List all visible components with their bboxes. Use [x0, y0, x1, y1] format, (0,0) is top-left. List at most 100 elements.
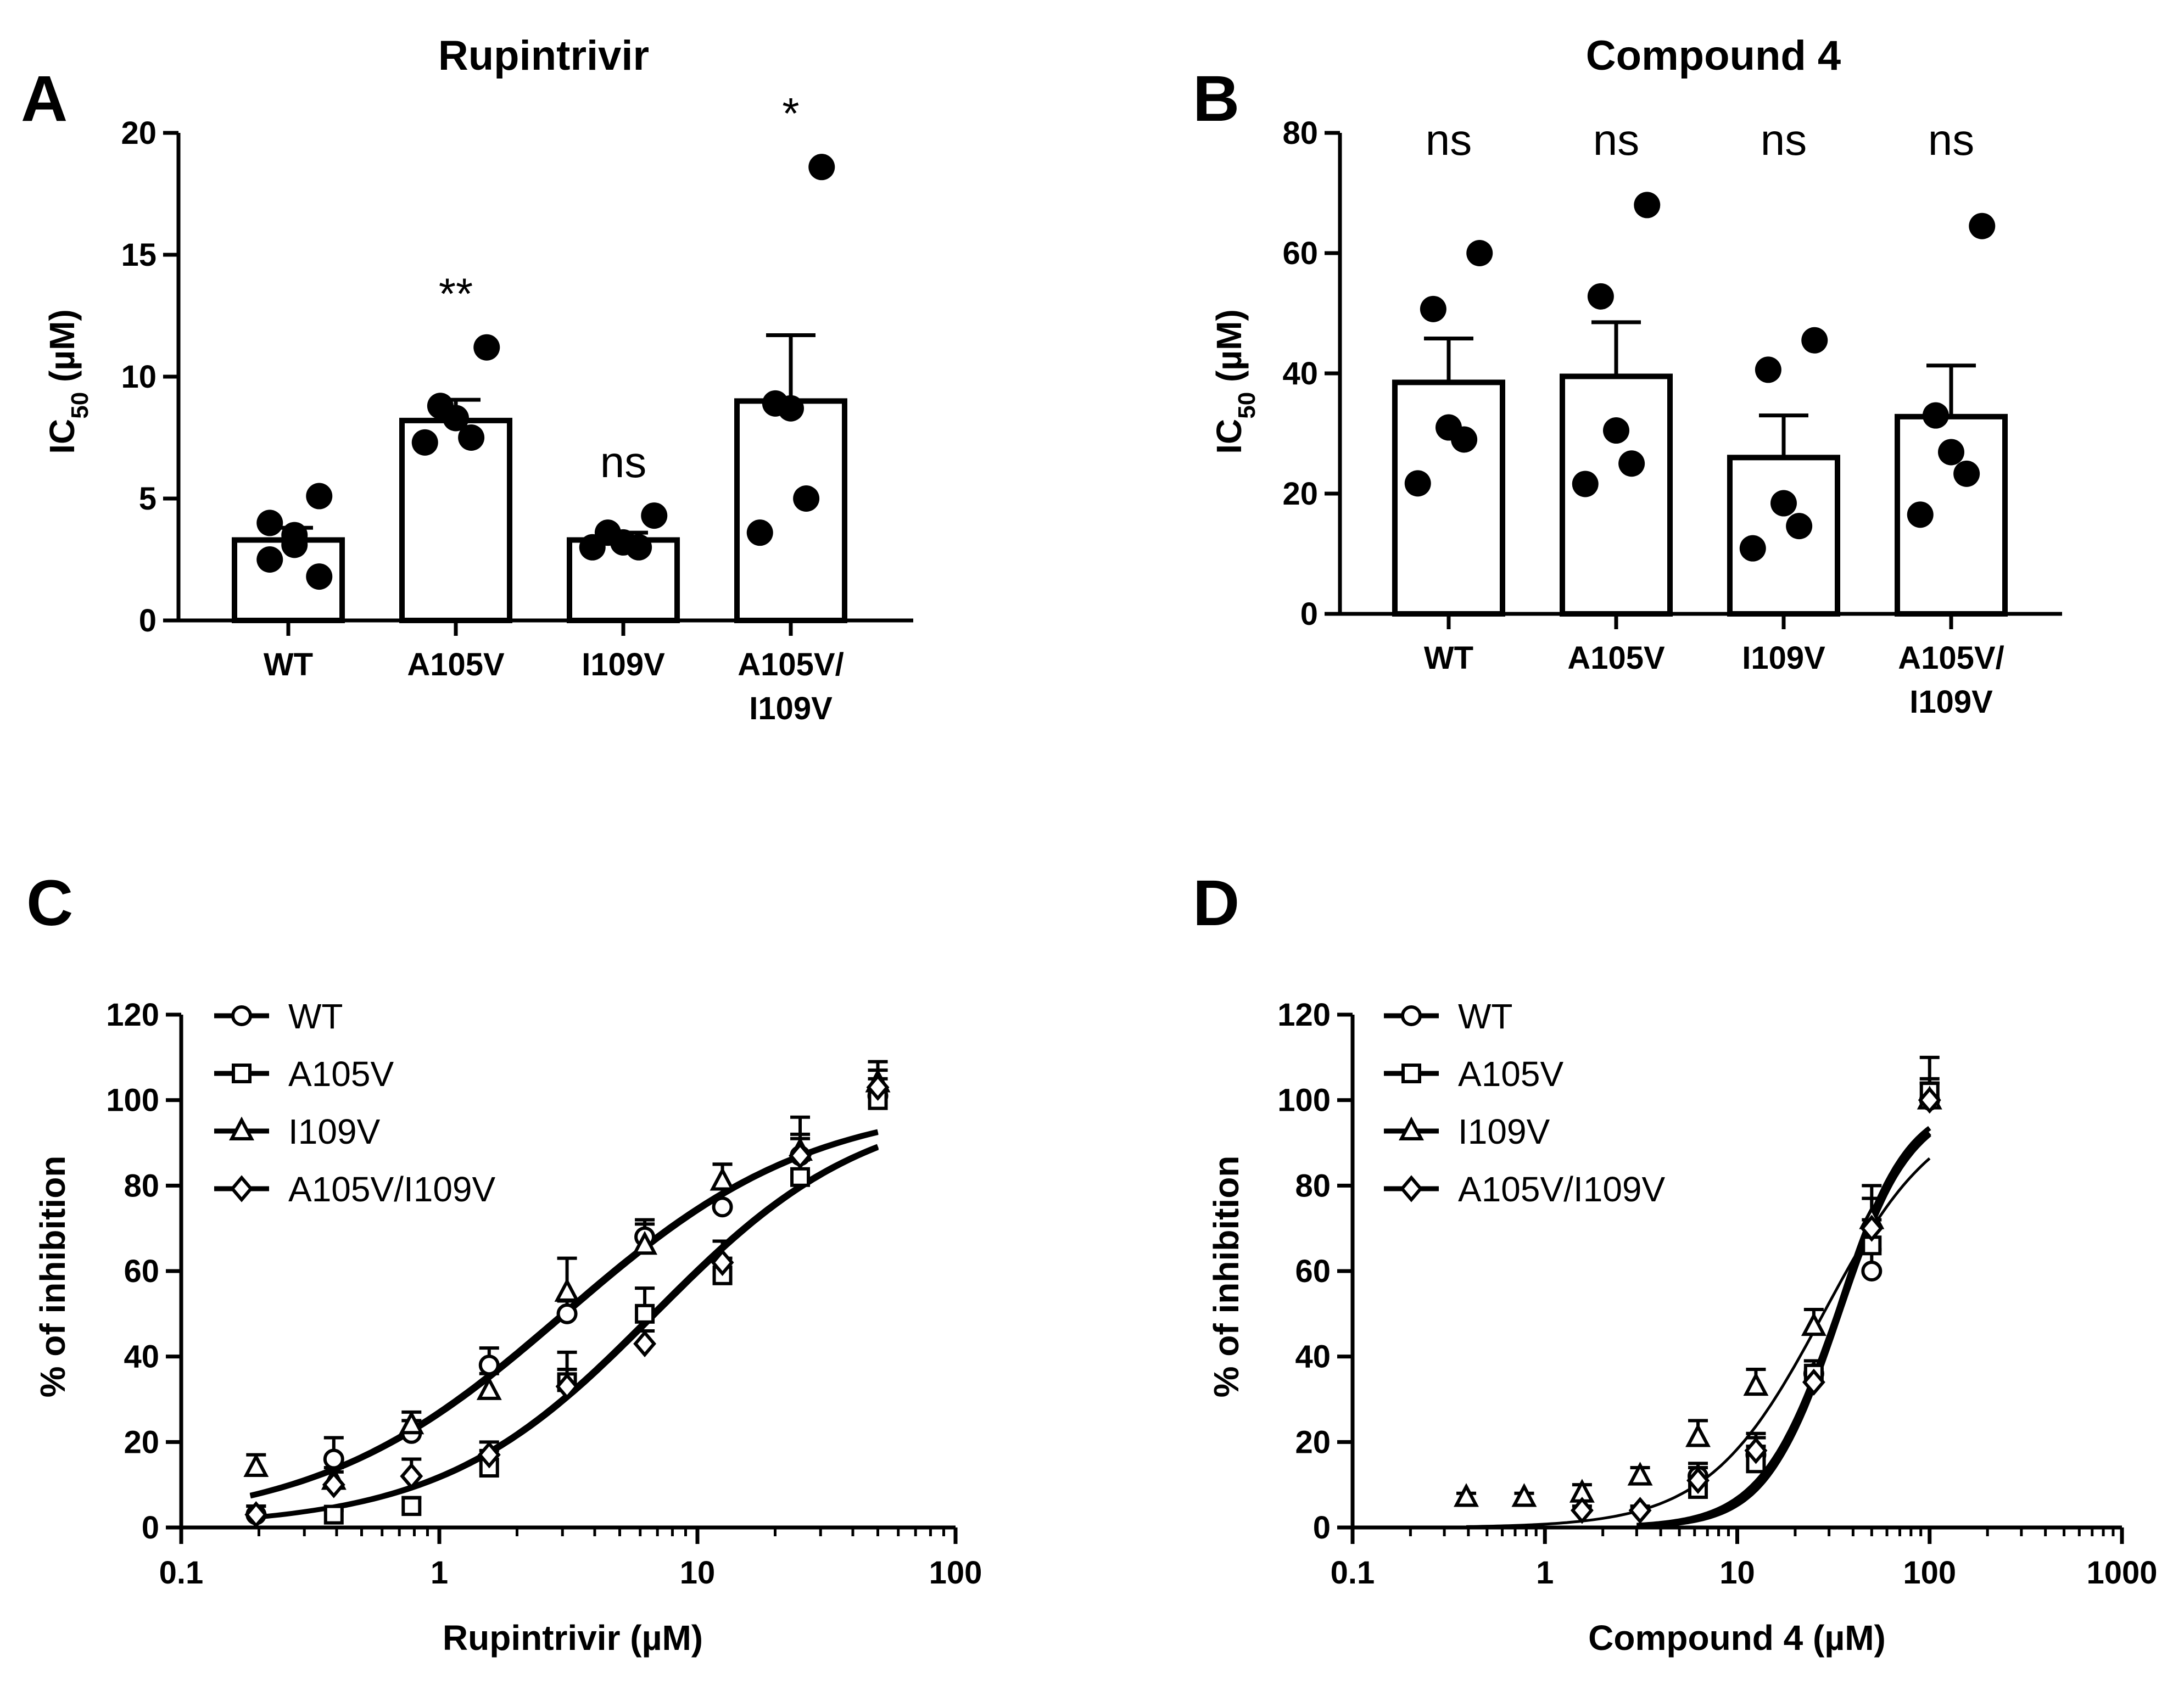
triangle-marker [1743, 1372, 1769, 1396]
triangle-marker [1454, 1483, 1479, 1507]
diamond-marker [322, 1471, 345, 1498]
data-point [1969, 212, 1996, 239]
data-point [1451, 426, 1478, 453]
panel-a-letter: A [21, 63, 68, 135]
diamond-marker [400, 1462, 423, 1490]
triangle-marker [399, 1410, 424, 1435]
triangle-marker [1685, 1423, 1711, 1447]
square-marker [323, 1504, 344, 1525]
data-point [1603, 417, 1629, 444]
y-tick-label: 15 [121, 237, 157, 273]
y-tick-label: 10 [121, 359, 157, 395]
triangle-marker [554, 1278, 580, 1302]
panel-c-dose-response: 0 20 40 60 80 100 120 0.1 1 10 100 WT A105V I109V A105… [106, 997, 982, 1591]
panel-d-ylabel: % of inhibition [1206, 1156, 1246, 1398]
triangle-marker [1399, 1116, 1424, 1140]
data-point [1786, 513, 1813, 540]
circle-marker [478, 1355, 500, 1376]
panel-b-title: Compound 4 [1586, 32, 1841, 79]
y-tick-label: 40 [124, 1339, 159, 1375]
circle-marker [323, 1448, 344, 1470]
legend-label: A105V [1458, 1054, 1563, 1094]
panel-d-dose-response: 0 20 40 60 80 100 120 0.1 1 10 100 1000 WT A105V I109V… [1277, 997, 2157, 1591]
x-tick-label: 1 [431, 1555, 448, 1591]
x-tick-label: I109V [749, 691, 833, 726]
data-point [778, 395, 804, 422]
data-point [625, 534, 652, 561]
significance-label: ns [1928, 115, 1975, 164]
panel-a-title: Rupintrivir [438, 32, 649, 79]
y-tick-label: 40 [1295, 1339, 1331, 1375]
data-point [1739, 535, 1766, 562]
triangle-marker [1627, 1462, 1653, 1486]
triangle-marker [1511, 1483, 1537, 1507]
data-point [281, 531, 308, 558]
legend-label: A105V/I109V [1458, 1169, 1666, 1209]
x-tick-label: WT [264, 647, 313, 682]
y-tick-label: 60 [1282, 236, 1318, 271]
data-point [1420, 295, 1446, 322]
square-marker [401, 1496, 422, 1516]
y-tick-label: 60 [1295, 1253, 1331, 1289]
x-tick-label: A105V [1567, 640, 1665, 676]
x-tick-label: 0.1 [1331, 1555, 1375, 1591]
circle-marker [231, 1005, 252, 1026]
data-point [793, 485, 820, 512]
data-point [256, 510, 283, 536]
diamond-marker [230, 1175, 253, 1202]
significance-label: ** [439, 270, 473, 318]
triangle-marker [243, 1453, 269, 1478]
fit-curve [250, 1144, 879, 1520]
data-point [1770, 490, 1797, 517]
y-tick-label: 80 [1295, 1168, 1331, 1204]
legend-label: WT [288, 997, 343, 1036]
y-tick-label: 120 [106, 997, 159, 1033]
legend-label: I109V [288, 1112, 381, 1151]
legend-label: A105V/I109V [288, 1169, 496, 1209]
triangle-marker [476, 1376, 502, 1400]
diamond-marker [1918, 1087, 1941, 1114]
circle-marker [1861, 1261, 1883, 1282]
y-tick-label: 120 [1277, 997, 1331, 1033]
legend-label: I109V [1458, 1112, 1550, 1151]
diamond-marker [1744, 1437, 1768, 1464]
diamond-marker [1686, 1467, 1710, 1495]
panel-b-bar-chart: 0 20 40 60 80 WT ns A105V ns I109V ns A105V/I109V ns [1282, 115, 2062, 720]
data-point [411, 429, 438, 456]
x-tick-label: 0.1 [159, 1555, 204, 1591]
panel-a-ylabel: IC50 (µM) [42, 309, 93, 454]
diamond-marker [1400, 1175, 1423, 1202]
legend-label: WT [1458, 997, 1513, 1036]
y-tick-label: 80 [124, 1168, 159, 1204]
circle-marker [712, 1196, 733, 1218]
significance-label: ns [1761, 115, 1807, 164]
panel-a-bar-chart: 0 5 10 15 20 WT A105V ** I109V ns A105V/I109V * [121, 89, 913, 726]
data-point [1587, 283, 1614, 310]
y-tick-label: 0 [1300, 596, 1318, 632]
diamond-marker [1570, 1497, 1594, 1524]
x-tick-label: I109V [1909, 684, 1993, 720]
x-tick-label: 1 [1536, 1555, 1554, 1591]
data-point [1801, 327, 1828, 354]
data-point [1618, 450, 1645, 477]
data-point [256, 546, 283, 573]
data-point [1755, 356, 1781, 383]
diamond-marker [633, 1330, 657, 1357]
x-tick-label: I109V [1742, 640, 1825, 676]
data-point [1634, 192, 1661, 219]
triangle-marker [710, 1167, 735, 1191]
y-tick-label: 100 [1277, 1083, 1331, 1118]
data-point [579, 534, 606, 561]
panel-c-xlabel: Rupintrivir (µM) [443, 1618, 703, 1658]
y-tick-label: 0 [142, 1510, 159, 1546]
x-tick-label: 1000 [2086, 1555, 2157, 1591]
diamond-marker [477, 1441, 501, 1469]
data-point [306, 563, 333, 590]
triangle-marker [1801, 1312, 1826, 1336]
circle-marker [556, 1303, 578, 1324]
y-tick-label: 40 [1282, 356, 1318, 391]
bar [399, 417, 512, 623]
data-point [808, 154, 835, 181]
x-tick-label: A105V [407, 647, 505, 682]
data-point [1922, 402, 1949, 429]
